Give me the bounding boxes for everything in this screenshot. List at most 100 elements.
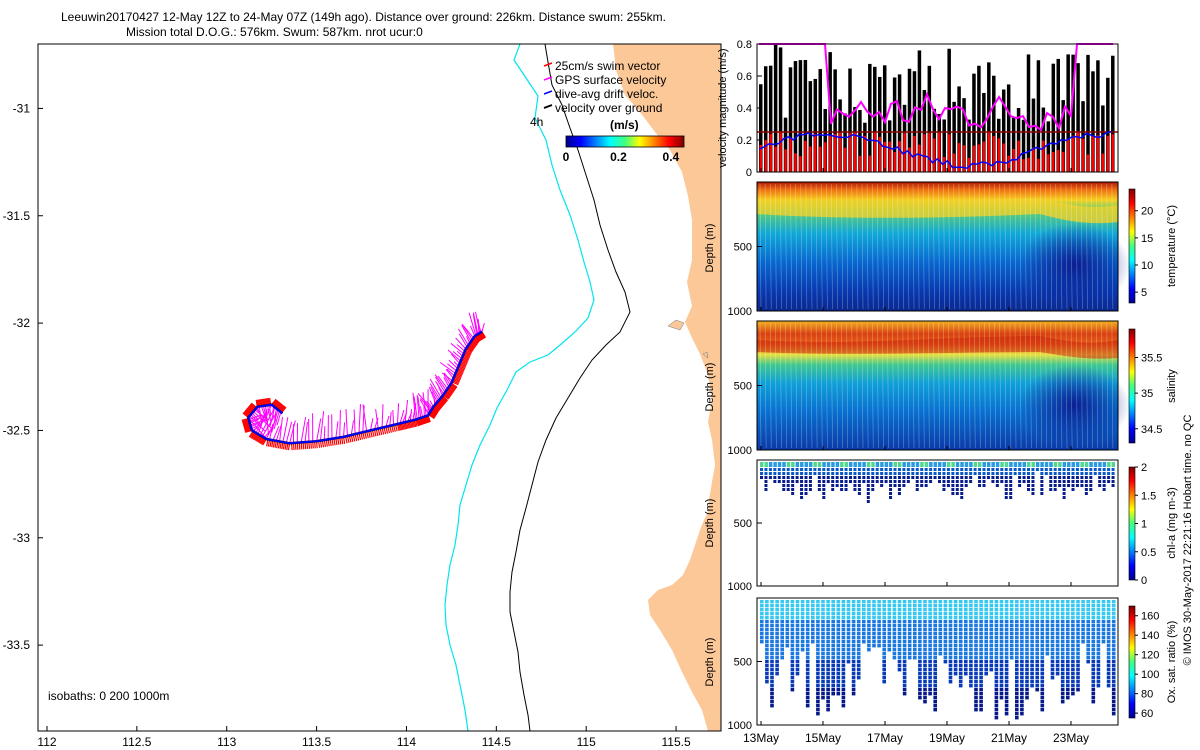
chla-sample <box>982 468 986 471</box>
oxygen-sample <box>856 652 861 656</box>
chla-sample <box>924 484 928 487</box>
oxygen-sample <box>1106 620 1111 624</box>
oxygen-sample <box>882 656 886 660</box>
oxygen-sample <box>1096 624 1101 628</box>
oxygen-sample <box>1060 680 1065 684</box>
oxygen-sample <box>1025 600 1029 604</box>
oxygen-sample <box>1091 636 1096 640</box>
chla-sample <box>906 476 910 479</box>
oxygen-sample <box>1106 628 1111 632</box>
oxygen-sample <box>1055 660 1060 664</box>
oxygen-sample <box>836 660 841 664</box>
oxygen-sample <box>1071 620 1075 624</box>
chla-sample <box>1018 480 1022 483</box>
oxygen-sample <box>907 616 912 620</box>
oxygen-sample <box>831 624 835 628</box>
map-y-axis: -31-31.5-32-32.5-33-33.5 <box>3 101 43 652</box>
oxygen-sample <box>1091 656 1096 660</box>
oxygen-sample <box>1040 692 1045 696</box>
chla-sample <box>942 480 946 483</box>
oxygen-sample <box>841 636 846 640</box>
oxygen-sample <box>770 700 774 704</box>
oxygen-sample <box>841 680 846 684</box>
oxygen-sample <box>964 608 968 612</box>
oxygen-sample <box>1020 696 1024 700</box>
oxygen-sample <box>1106 640 1111 644</box>
chla-sample <box>1084 480 1088 483</box>
time-tick-label: 13May <box>743 731 779 745</box>
oxygen-sample <box>969 608 973 612</box>
oxygen-sample <box>1106 652 1111 656</box>
oxygen-sample <box>1101 624 1106 628</box>
oxygen-sample <box>795 600 800 604</box>
chla-sample <box>1102 476 1106 479</box>
chla-sample <box>973 468 977 471</box>
colorbar-tick-label: 160 <box>1141 611 1159 623</box>
oxygen-sample <box>1035 640 1039 644</box>
oxygen-sample <box>831 616 835 620</box>
oxygen-sample <box>1071 652 1075 656</box>
oxygen-sample <box>805 652 810 656</box>
oxygen-sample <box>984 672 988 676</box>
oxygen-sample <box>907 600 912 604</box>
oxygen-sample <box>897 668 902 672</box>
oxygen-sample <box>1009 632 1014 636</box>
oxygen-sample <box>816 676 820 680</box>
oxygen-sample <box>1040 624 1045 628</box>
oxygen-sample <box>836 608 841 612</box>
oxygen-sample <box>770 628 774 632</box>
colorbar-tick-label: 35 <box>1141 388 1153 400</box>
oxygen-sample <box>923 680 927 684</box>
oxygen-sample <box>923 648 927 652</box>
oxygen-sample <box>1050 632 1055 636</box>
oxygen-sample <box>780 628 784 632</box>
chla-sample <box>800 472 804 475</box>
oxygen-sample <box>964 600 968 604</box>
chla-sample <box>795 476 799 479</box>
chla-surface-sample <box>1080 462 1084 467</box>
oxygen-sample <box>1066 648 1070 652</box>
oxygen-sample <box>979 644 983 648</box>
map-colorbar-tick-label: 0.4 <box>663 150 680 164</box>
oxygen-sample <box>882 668 886 672</box>
velocity-bar <box>759 84 763 172</box>
oxygen-sample <box>1111 688 1116 692</box>
oxygen-sample <box>918 612 922 616</box>
oxygen-sample <box>1040 628 1045 632</box>
oxygen-sample <box>821 668 825 672</box>
oxygen-sample <box>1025 696 1029 700</box>
chla-sample <box>804 480 808 483</box>
chla-sample <box>862 472 866 475</box>
oxygen-sample <box>795 640 800 644</box>
oxygen-sample <box>989 664 994 668</box>
chla-surface-sample <box>920 462 924 467</box>
oxygen-sample <box>1030 612 1034 616</box>
oxygen-sample <box>892 652 897 656</box>
oxygen-sample <box>928 624 932 628</box>
velocity-bar <box>833 69 837 172</box>
oxygen-sample <box>765 644 769 648</box>
oxygen-sample <box>882 608 886 612</box>
dive-avg-drift-track <box>247 330 483 445</box>
oxygen-sample <box>867 608 871 612</box>
oxygen-sample <box>933 620 937 624</box>
chla-surface-sample <box>1049 462 1053 467</box>
gps-vector <box>251 425 259 430</box>
chla-sample <box>786 480 790 483</box>
oxygen-sample <box>943 600 948 604</box>
chla-sample <box>1062 496 1066 499</box>
oxygen-sample <box>907 636 912 640</box>
oxygen-sample <box>1076 652 1080 656</box>
oxygen-sample <box>1020 636 1024 640</box>
oxygen-sample <box>785 628 790 632</box>
cast-line <box>846 183 848 310</box>
chla-surface-sample <box>938 462 942 467</box>
gps-vector <box>339 410 341 438</box>
oxygen-sample <box>1030 644 1034 648</box>
oxygen-sample <box>851 672 856 676</box>
oxygen-sample <box>974 660 978 664</box>
oxygen-sample <box>770 688 774 692</box>
oxygen-sample <box>805 624 810 628</box>
oxygen-sample <box>974 652 978 656</box>
oxygen-sample <box>811 632 815 636</box>
